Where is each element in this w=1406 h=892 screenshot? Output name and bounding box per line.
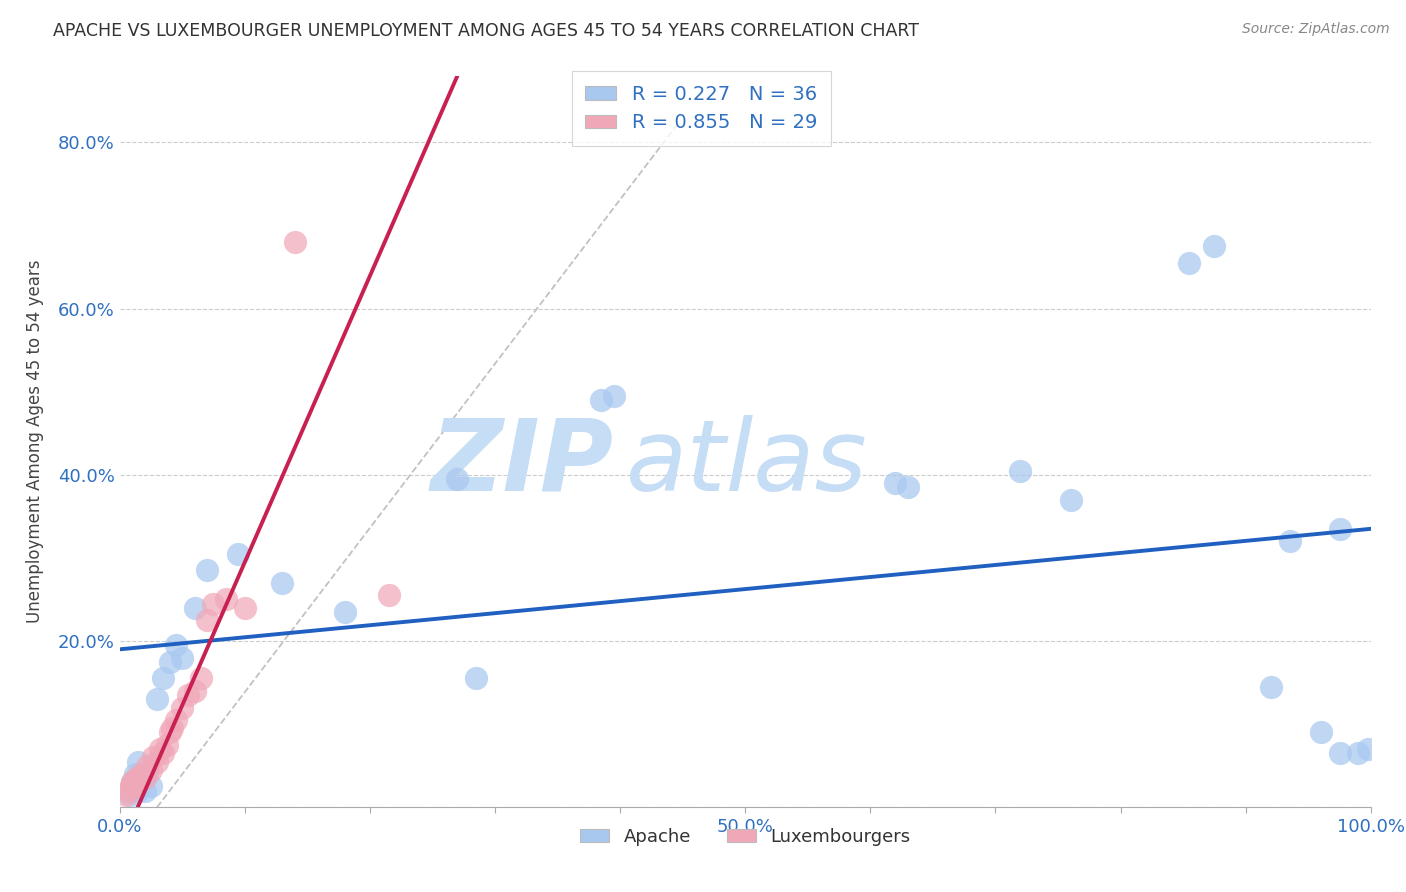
Point — [121, 775, 143, 789]
Point — [377, 588, 399, 602]
Point — [134, 783, 156, 797]
Point — [333, 605, 356, 619]
Point — [1204, 239, 1226, 253]
Point — [1357, 742, 1379, 756]
Point — [1329, 522, 1351, 536]
Point — [172, 700, 194, 714]
Point — [897, 480, 920, 494]
Point — [1059, 492, 1081, 507]
Point — [152, 746, 174, 760]
Point — [177, 688, 200, 702]
Point — [1260, 680, 1282, 694]
Point — [114, 788, 136, 802]
Point — [1010, 464, 1032, 478]
Point — [118, 788, 141, 802]
Point — [1329, 746, 1351, 760]
Point — [202, 597, 225, 611]
Point — [1178, 256, 1201, 270]
Point — [190, 672, 212, 686]
Point — [156, 738, 179, 752]
Point — [183, 684, 205, 698]
Text: APACHE VS LUXEMBOURGER UNEMPLOYMENT AMONG AGES 45 TO 54 YEARS CORRELATION CHART: APACHE VS LUXEMBOURGER UNEMPLOYMENT AMON… — [53, 22, 920, 40]
Point — [183, 600, 205, 615]
Point — [129, 767, 152, 781]
Point — [465, 672, 488, 686]
Y-axis label: Unemployment Among Ages 45 to 54 years: Unemployment Among Ages 45 to 54 years — [25, 260, 44, 624]
Text: atlas: atlas — [626, 415, 868, 512]
Point — [136, 767, 159, 781]
Point — [139, 780, 162, 794]
Point — [148, 742, 170, 756]
Point — [124, 780, 146, 794]
Point — [124, 767, 146, 781]
Point — [159, 655, 181, 669]
Point — [591, 392, 613, 407]
Point — [1309, 725, 1331, 739]
Point — [125, 771, 148, 785]
Text: Source: ZipAtlas.com: Source: ZipAtlas.com — [1241, 22, 1389, 37]
Text: ZIP: ZIP — [430, 415, 614, 512]
Point — [127, 783, 149, 797]
Point — [172, 650, 194, 665]
Point — [228, 547, 250, 561]
Point — [603, 389, 626, 403]
Point — [146, 692, 169, 706]
Point — [152, 672, 174, 686]
Point — [1347, 746, 1369, 760]
Point — [146, 755, 169, 769]
Point — [117, 783, 139, 797]
Point — [215, 592, 238, 607]
Point — [284, 235, 307, 249]
Point — [195, 613, 218, 627]
Point — [160, 721, 183, 735]
Point — [1278, 534, 1301, 549]
Point — [165, 638, 187, 652]
Point — [195, 563, 218, 577]
Point — [134, 771, 156, 785]
Point — [159, 725, 181, 739]
Point — [884, 476, 907, 491]
Point — [271, 575, 294, 590]
Point — [127, 755, 149, 769]
Point — [142, 750, 165, 764]
Point — [446, 472, 468, 486]
Point — [139, 763, 162, 777]
Point — [121, 775, 143, 789]
Point — [233, 600, 256, 615]
Point — [165, 713, 187, 727]
Point — [136, 758, 159, 772]
Legend: Apache, Luxembourgers: Apache, Luxembourgers — [572, 821, 918, 853]
Point — [127, 775, 149, 789]
Point — [120, 780, 142, 794]
Point — [131, 771, 153, 785]
